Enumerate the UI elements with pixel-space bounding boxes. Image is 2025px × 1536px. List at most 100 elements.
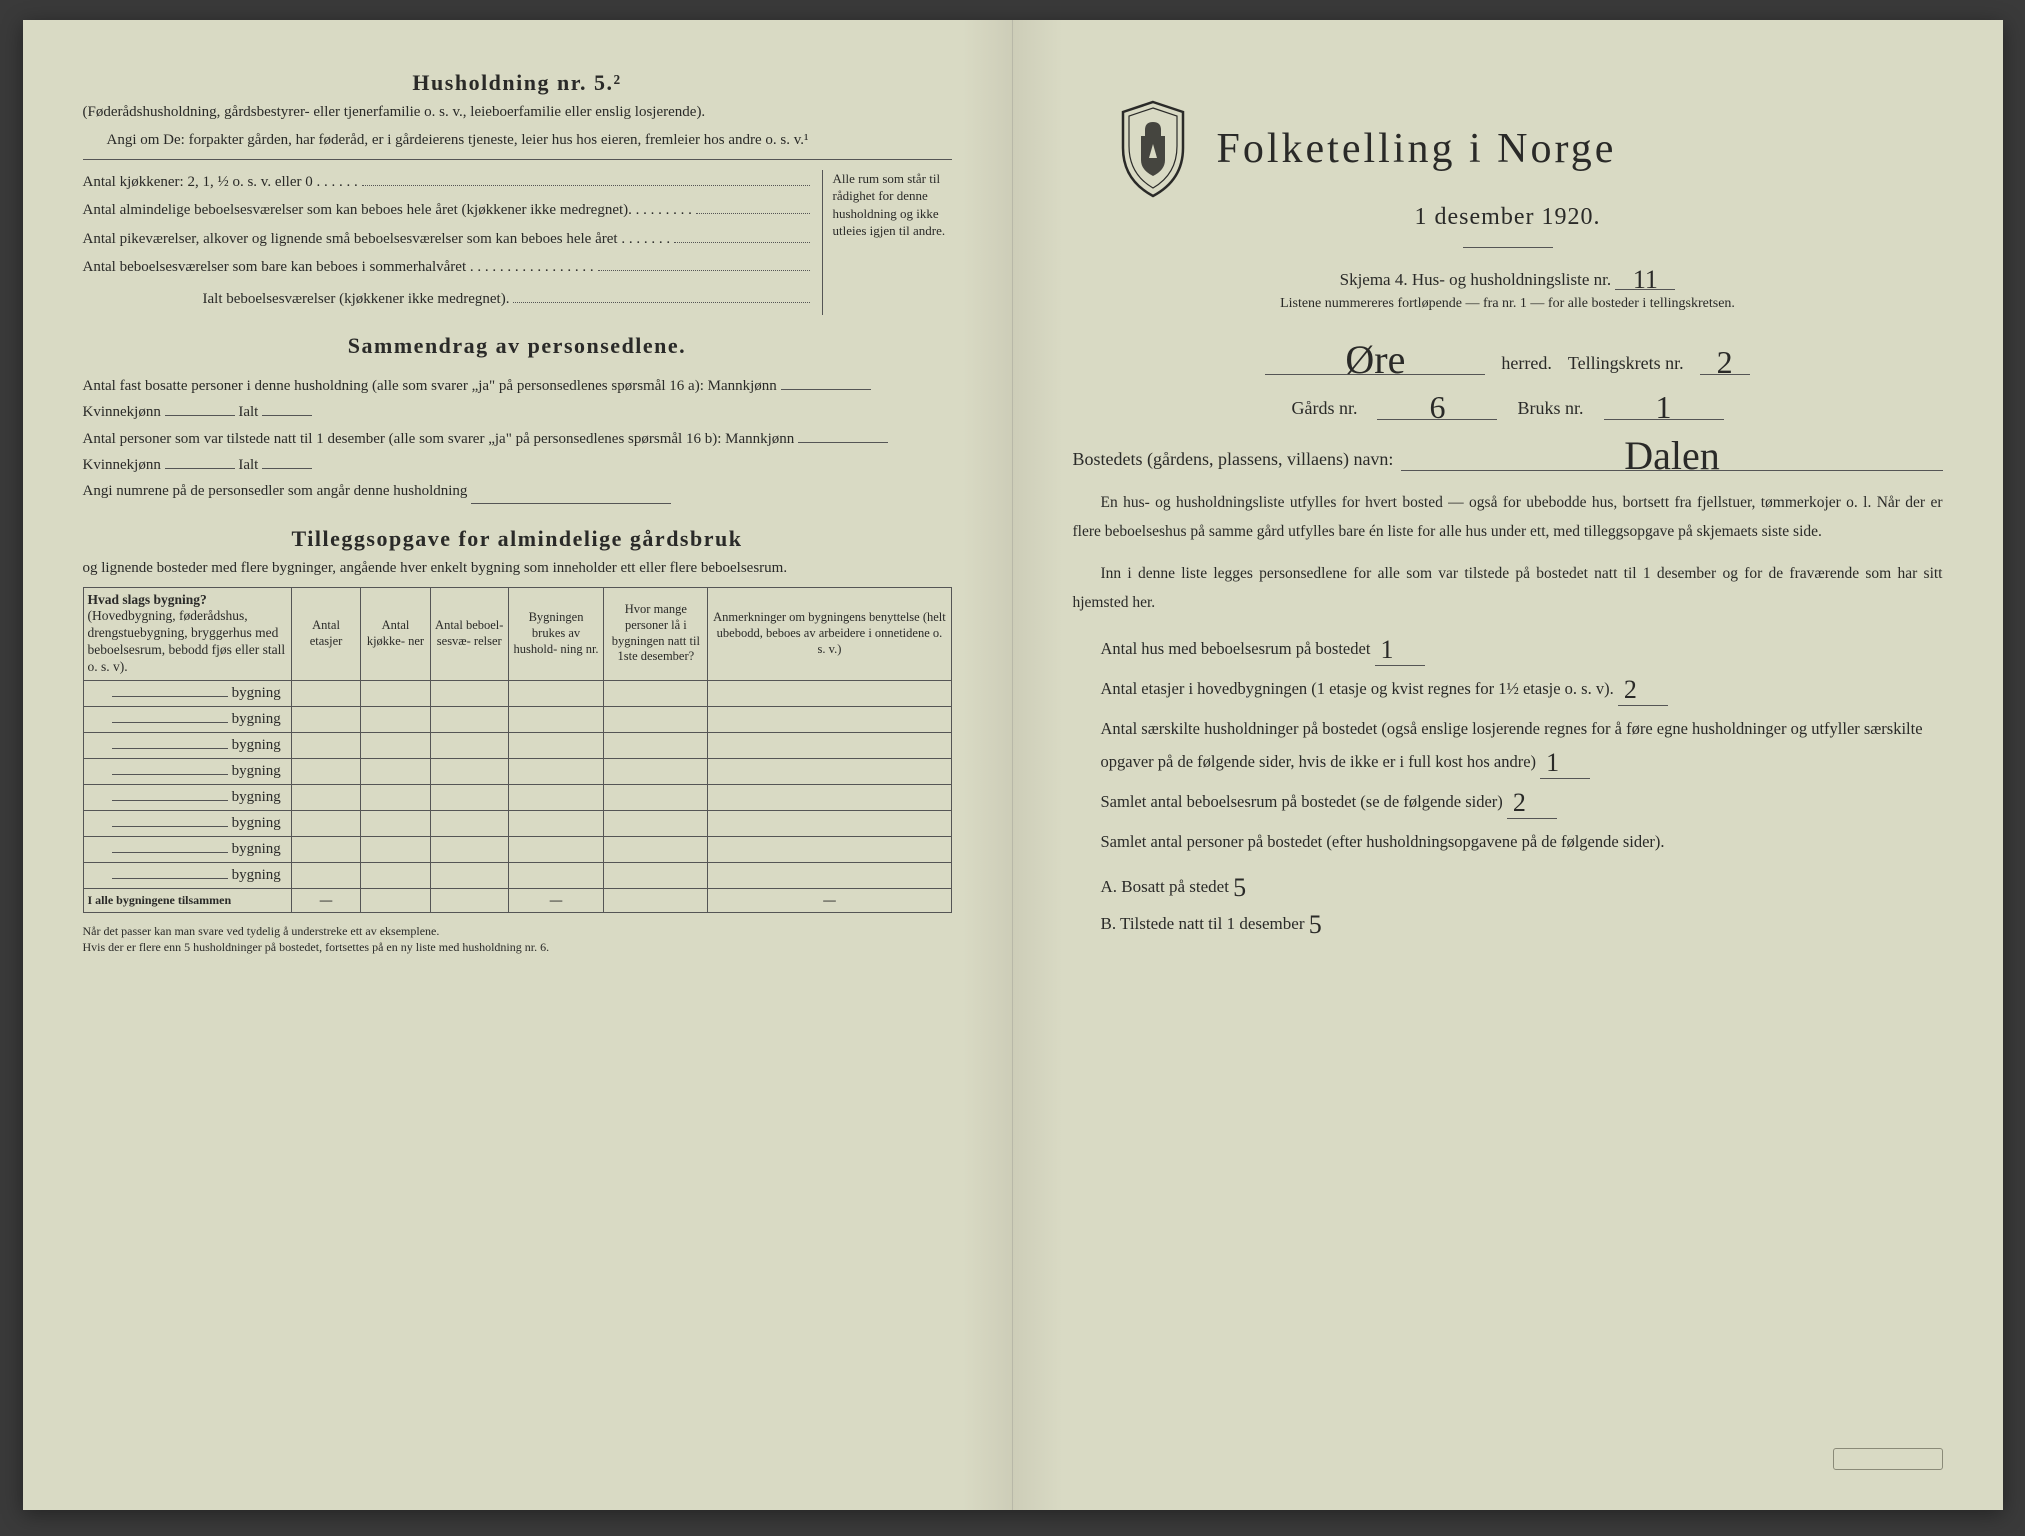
table-cell (508, 758, 603, 784)
field-etasjer: Antal etasjer i hovedbygningen (1 etasje… (1101, 672, 1943, 706)
krets-label: Tellingskrets nr. (1568, 353, 1684, 374)
sammendrag-block: Antal fast bosatte personer i denne hush… (83, 373, 952, 504)
table-cell (508, 706, 603, 732)
side-note: Alle rum som står til rådighet for denne… (822, 170, 952, 316)
b-label: B. Tilstede natt til 1 desember (1101, 914, 1305, 933)
table-cell (508, 810, 603, 836)
table-cell (708, 862, 951, 888)
table-row-label: bygning (83, 680, 291, 706)
angi-numrene: Angi numrene på de personsedler som angå… (83, 483, 468, 499)
title-row: Folketelling i Norge (1113, 100, 1943, 198)
herred-label: herred. (1501, 353, 1551, 374)
right-page: Folketelling i Norge 1 desember 1920. Sk… (1013, 20, 2003, 1510)
th-bygning: Hvad slags bygning? (Hovedbygning, føder… (88, 592, 286, 675)
table-cell (291, 732, 360, 758)
ab-block: A. Bosatt på stedet 5 B. Tilstede natt t… (1073, 868, 1943, 943)
table-cell (508, 784, 603, 810)
bostedets-val: Dalen (1624, 438, 1720, 474)
f5-label: Samlet antal personer på bostedet (efter… (1101, 832, 1665, 851)
table-cell (708, 732, 951, 758)
table-row-label: bygning (83, 810, 291, 836)
table-cell (604, 836, 708, 862)
a-label: A. Bosatt på stedet (1101, 877, 1229, 896)
f3-label: Antal særskilte husholdninger på bostede… (1101, 719, 1923, 771)
th-beboel: Antal beboel- sesvæ- relser (430, 587, 508, 680)
bostedets-label: Bostedets (gårdens, plassens, villaens) … (1073, 449, 1394, 470)
table-cell (430, 862, 508, 888)
table-row-label: bygning (83, 836, 291, 862)
table-cell (361, 836, 430, 862)
skjema-label: Skjema 4. Hus- og husholdningsliste nr. (1340, 270, 1612, 289)
sammendrag-line1: Antal fast bosatte personer i denne hush… (83, 378, 777, 394)
census-document: Husholdning nr. 5.² (Føderådshusholdning… (23, 20, 2003, 1510)
table-cell (508, 836, 603, 862)
f1-val: 1 (1381, 638, 1394, 661)
archive-stamp (1833, 1448, 1943, 1470)
total-label: I alle bygningene tilsammen (83, 888, 291, 912)
skjema-val: 11 (1633, 268, 1658, 291)
bruks-val: 1 (1656, 393, 1672, 422)
table-cell (291, 810, 360, 836)
table-cell (430, 706, 508, 732)
listene-note: Listene nummereres fortløpende — fra nr.… (1073, 296, 1943, 312)
footnote: Når det passer kan man svare ved tydelig… (83, 923, 952, 955)
table-cell (604, 784, 708, 810)
row-kjokkener: Antal kjøkkener: 2, 1, ½ o. s. v. eller … (83, 170, 358, 196)
f4-label: Samlet antal beboelsesrum på bostedet (s… (1101, 792, 1503, 811)
gards-label: Gårds nr. (1291, 398, 1357, 419)
husholdning-subtitle: (Føderådshusholdning, gårdsbestyrer- ell… (83, 102, 952, 122)
table-cell (708, 784, 951, 810)
table-cell (604, 706, 708, 732)
kvinnekjonn-label2: Kvinnekjønn (83, 457, 161, 473)
th-personer: Hvor mange personer lå i bygningen natt … (604, 587, 708, 680)
table-cell (361, 732, 430, 758)
ialt-label2: Ialt (238, 457, 258, 473)
table-cell (291, 758, 360, 784)
table-row-label: bygning (83, 706, 291, 732)
table-cell (604, 862, 708, 888)
field-hus: Antal hus med beboelsesrum på bostedet 1 (1101, 632, 1943, 666)
table-row-label: bygning (83, 732, 291, 758)
ialt-label1: Ialt (238, 404, 258, 420)
husholdning-title: Husholdning nr. 5.² (83, 70, 952, 96)
table-cell (708, 836, 951, 862)
th-kjokkener: Antal kjøkke- ner (361, 587, 430, 680)
row-sommer: Antal beboelsesværelser som bare kan beb… (83, 255, 594, 281)
table-cell (430, 758, 508, 784)
f4-val: 2 (1513, 791, 1526, 814)
kvinnekjonn-label1: Kvinnekjønn (83, 404, 161, 420)
table-cell (708, 810, 951, 836)
para2-text: Inn i denne liste legges personsedlene f… (1073, 565, 1943, 611)
table-row-label: bygning (83, 862, 291, 888)
table-cell (430, 810, 508, 836)
dash2: — (508, 888, 603, 912)
para1: En hus- og husholdningsliste utfylles fo… (1073, 489, 1943, 546)
b-val: 5 (1309, 913, 1322, 936)
table-cell (430, 732, 508, 758)
skjema-line: Skjema 4. Hus- og husholdningsliste nr. … (1073, 264, 1943, 290)
table-cell (508, 732, 603, 758)
table-cell (361, 862, 430, 888)
field-beboelsesrum: Samlet antal beboelsesrum på bostedet (s… (1101, 785, 1943, 819)
table-cell (430, 836, 508, 862)
table-cell (430, 680, 508, 706)
gards-val: 6 (1429, 393, 1445, 422)
th-anmerk: Anmerkninger om bygningens benyttelse (h… (708, 587, 951, 680)
table-cell (708, 758, 951, 784)
a-val: 5 (1233, 876, 1246, 899)
bygning-table: Hvad slags bygning? (Hovedbygning, føder… (83, 587, 952, 913)
f2-label: Antal etasjer i hovedbygningen (1 etasje… (1101, 679, 1614, 698)
table-cell (508, 680, 603, 706)
table-cell (604, 758, 708, 784)
table-cell (361, 784, 430, 810)
krets-val: 2 (1717, 348, 1733, 377)
table-cell (430, 784, 508, 810)
sammendrag-title: Sammendrag av personsedlene. (83, 333, 952, 359)
field-personer: Samlet antal personer på bostedet (efter… (1101, 825, 1943, 858)
crest-icon (1113, 100, 1193, 198)
th-etasjer: Antal etasjer (291, 587, 360, 680)
table-row-label: bygning (83, 784, 291, 810)
table-cell (361, 680, 430, 706)
date: 1 desember 1920. (1073, 204, 1943, 231)
field-husholdninger: Antal særskilte husholdninger på bostede… (1101, 712, 1943, 779)
